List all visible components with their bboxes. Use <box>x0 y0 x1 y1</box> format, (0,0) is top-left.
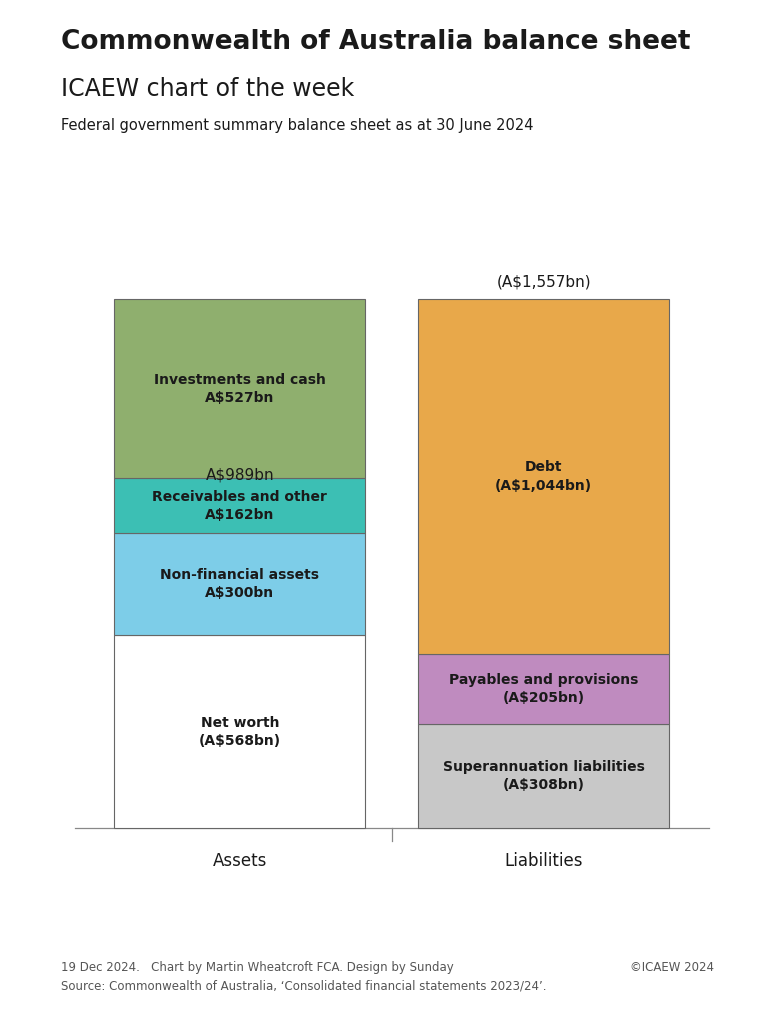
Bar <box>418 654 669 724</box>
Text: Non-financial assets
A$300bn: Non-financial assets A$300bn <box>161 568 319 600</box>
Text: Federal government summary balance sheet as at 30 June 2024: Federal government summary balance sheet… <box>61 118 534 133</box>
Bar <box>114 299 366 478</box>
Text: Debt
(A$1,044bn): Debt (A$1,044bn) <box>495 461 592 493</box>
Text: Commonwealth of Australia balance sheet: Commonwealth of Australia balance sheet <box>61 29 691 54</box>
Text: (A$1,557bn): (A$1,557bn) <box>496 274 591 290</box>
Bar <box>114 534 366 635</box>
Text: Liabilities: Liabilities <box>505 852 583 870</box>
Text: Payables and provisions
(A$205bn): Payables and provisions (A$205bn) <box>449 673 638 705</box>
Text: ©ICAEW 2024: ©ICAEW 2024 <box>631 961 714 974</box>
Bar <box>114 478 366 534</box>
Bar <box>114 635 366 828</box>
Text: Receivables and other
A$162bn: Receivables and other A$162bn <box>152 489 327 522</box>
Text: Source: Commonwealth of Australia, ‘Consolidated financial statements 2023/24’.: Source: Commonwealth of Australia, ‘Cons… <box>61 980 547 993</box>
Bar <box>418 724 669 828</box>
Text: ICAEW chart of the week: ICAEW chart of the week <box>61 77 355 100</box>
Text: Investments and cash
A$527bn: Investments and cash A$527bn <box>154 373 326 404</box>
Bar <box>418 299 669 654</box>
Text: Superannuation liabilities
(A$308bn): Superannuation liabilities (A$308bn) <box>442 760 644 793</box>
Text: Assets: Assets <box>213 852 267 870</box>
Text: 19 Dec 2024.   Chart by Martin Wheatcroft FCA. Design by Sunday: 19 Dec 2024. Chart by Martin Wheatcroft … <box>61 961 454 974</box>
Text: A$989bn: A$989bn <box>206 468 274 482</box>
Text: Net worth
(A$568bn): Net worth (A$568bn) <box>199 716 281 748</box>
